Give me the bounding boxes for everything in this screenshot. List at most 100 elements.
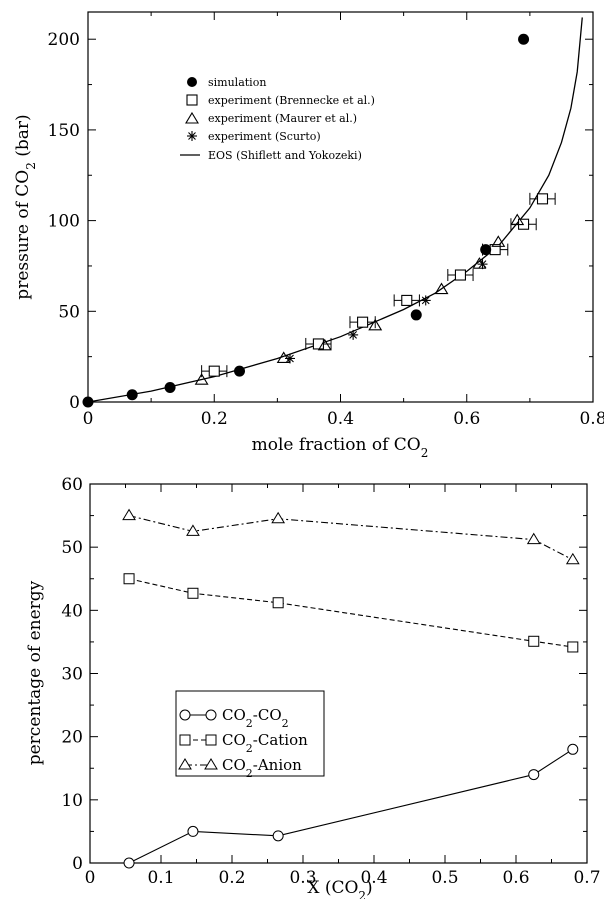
top-y-tick-label: 100 [48,212,80,232]
plot-frame-top [87,11,594,403]
bottom-y-tick-label: 10 [61,791,83,811]
series-co2-co2-point [272,830,284,842]
bottom-axis-ticks: 0 0.1 0.2 0.3 0.4 0.5 0.6 0.7 0 10 20 30 40 50 60 [61,475,600,888]
maurer-point [317,338,332,351]
series-co2-anion-point [122,508,136,521]
simulation-point [518,33,530,45]
legend-maurer-label: experiment (Maurer et al.) [208,112,357,125]
legend-co2-co2-marker-a [179,709,191,721]
top-x-tick-label: 0 [83,409,94,429]
legend-co2-anion-marker-a [178,758,192,770]
bottom-x-tick-label: 0.1 [147,868,174,888]
scurto-point [420,295,431,306]
top-y-axis-label: pressure of CO2 (bar) [13,114,38,299]
brennecke-point [536,193,549,205]
bottom-x-tick-label: 0.3 [289,868,316,888]
brennecke-point [312,338,324,350]
bottom-y-tick-label: 60 [61,475,83,495]
brennecke-point [208,365,220,377]
top-x-tick-label: 0.2 [201,409,228,429]
top-y-tick-label: 200 [48,30,80,50]
series-co2-cation-point [187,587,199,599]
plot-frame-bottom [89,483,588,864]
legend-brennecke-label: experiment (Brennecke et al.) [208,94,375,107]
chart-pressure: 0 0.2 0.4 0.6 0.8 0 50 100 150 200 mole fraction … [13,11,604,460]
brennecke-point [357,316,369,328]
series-co2-co2-point [567,743,579,755]
legend-co2-cation-marker-a [179,734,191,746]
top-y-tick-label: 0 [69,393,80,413]
chart-energy: 0 0.1 0.2 0.3 0.4 0.5 0.6 0.7 0 10 20 30 40 50 60 X (C… [25,475,601,899]
scurto-point [285,353,295,364]
legend-co2-cation-marker-b [205,734,217,746]
maurer-point [491,235,506,247]
series-co2-co2-point [123,857,135,869]
bottom-y-tick-label: 30 [61,665,83,685]
series-co2-co2-point [187,825,199,837]
series-co2-cation-line [128,578,573,648]
simulation-point [126,389,138,401]
top-x-axis-label: mole fraction of CO2 [252,435,429,460]
series-co2-anion-point [271,511,286,524]
simulation-point [410,309,422,321]
series-co2-co2-point [528,769,540,781]
brennecke-point [401,294,413,306]
series-co2-anion-point [565,552,580,565]
bottom-x-tick-label: 0.6 [502,868,529,888]
legend-co2-anion-marker-b [204,758,218,770]
legend-co2-anion-label: CO2-Anion [222,756,302,780]
legend-scurto-marker [187,131,197,141]
legend-co2-cation-label: CO2-Cation [222,731,308,755]
series-co2-cation-point [528,635,540,647]
scurto-point [477,259,488,270]
maurer-point [510,213,525,226]
series-co2-cation-point [123,573,135,585]
simulation-point [234,365,245,377]
bottom-x-tick-label: 0.4 [360,868,387,888]
top-legend: simulation experiment (Brennecke et al.)… [180,76,375,162]
legend-co2-co2-marker-b [205,709,217,721]
simulation-point [82,396,94,408]
bottom-x-tick-label: 0 [85,868,96,888]
legend-co2-co2-label: CO2-CO2 [222,706,289,730]
legend-brennecke-marker [186,94,198,106]
scurto-point [348,329,359,340]
series-co2-anion-point [186,524,200,536]
top-data-marks [82,17,583,408]
brennecke-point [454,269,466,281]
bottom-legend: CO2-CO2 CO2-Cation CO2-Anion [175,690,325,780]
bottom-y-tick-label: 40 [61,601,83,621]
bottom-x-axis-label: X (CO2) [307,878,372,899]
series-co2-cation-point [567,641,579,653]
legend-eos-label: EOS (Shiflett and Yokozeki) [208,149,362,162]
legend-scurto-label: experiment (Scurto) [208,130,321,143]
maurer-point [434,282,449,295]
simulation-point [480,244,492,256]
top-axis-ticks: 0 0.2 0.4 0.6 0.8 0 50 100 150 200 [48,12,604,429]
bottom-x-tick-label: 0.7 [573,868,600,888]
top-x-tick-label: 0.4 [327,409,354,429]
maurer-point [276,351,291,364]
series-co2-cation-point [272,597,284,609]
legend-maurer-marker [185,111,199,124]
top-x-tick-label: 0.8 [579,409,604,429]
bottom-data-marks [122,508,580,869]
top-y-tick-label: 150 [48,121,80,141]
top-x-tick-label: 0.6 [453,409,480,429]
series-co2-anion-point [526,532,541,545]
bottom-y-tick-label: 0 [72,854,83,874]
legend-simulation-label: simulation [208,76,266,89]
bottom-y-tick-label: 50 [61,538,83,558]
eos-curve [87,17,583,403]
maurer-point [368,318,383,331]
legend-box [175,690,325,777]
simulation-point [164,381,176,393]
legend-simulation-marker [187,77,197,87]
bottom-y-axis-label: percentage of energy [25,580,45,765]
maurer-point [194,373,209,385]
bottom-x-tick-label: 0.2 [218,868,245,888]
bottom-x-tick-label: 0.5 [431,868,458,888]
top-y-tick-label: 50 [58,302,80,322]
bottom-y-tick-label: 20 [61,728,83,748]
